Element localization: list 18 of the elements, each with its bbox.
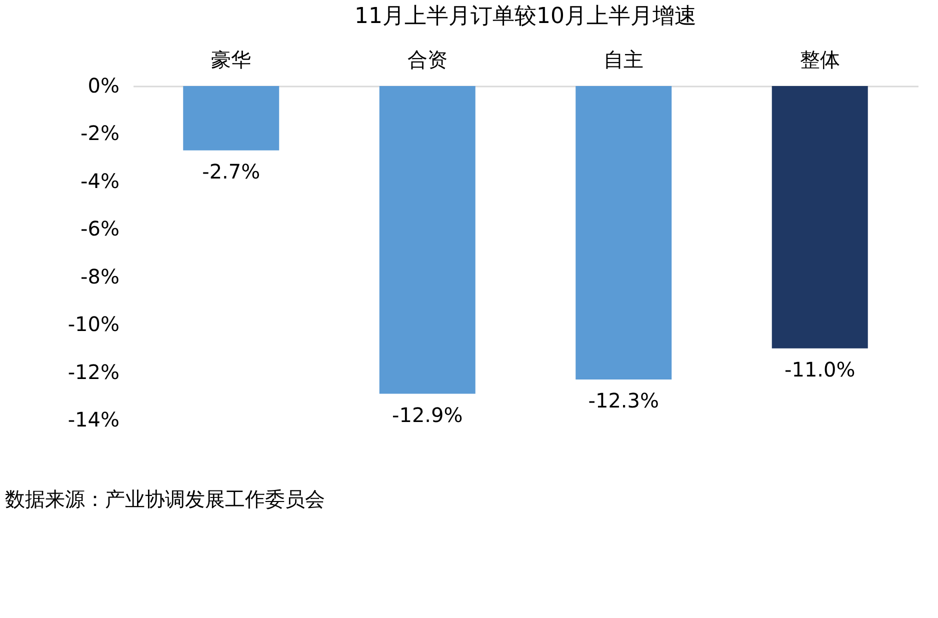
y-tick-label: -10% xyxy=(68,312,120,336)
y-tick-label: -4% xyxy=(80,168,120,193)
chart-title: 11月上半月订单较10月上半月增速 xyxy=(354,4,696,29)
y-tick-label: -2% xyxy=(80,121,120,146)
y-tick-label: -12% xyxy=(68,360,120,384)
y-tick-label: -14% xyxy=(68,408,120,432)
data-label: -12.3% xyxy=(588,388,660,412)
data-label: -2.7% xyxy=(202,159,260,184)
data-label: -12.9% xyxy=(392,402,463,427)
y-tick-label: -6% xyxy=(80,216,120,241)
x-tick-label: 合资 xyxy=(407,48,448,72)
y-tick-label: -8% xyxy=(80,264,120,288)
y-tick-label: 0% xyxy=(88,74,120,98)
x-tick-label: 自主 xyxy=(604,48,644,72)
x-tick-label: 豪华 xyxy=(211,48,252,72)
x-tick-label: 整体 xyxy=(800,48,840,72)
source-note: 数据来源：产业协调发展工作委员会 xyxy=(5,487,325,511)
data-label: -11.0% xyxy=(784,357,856,382)
